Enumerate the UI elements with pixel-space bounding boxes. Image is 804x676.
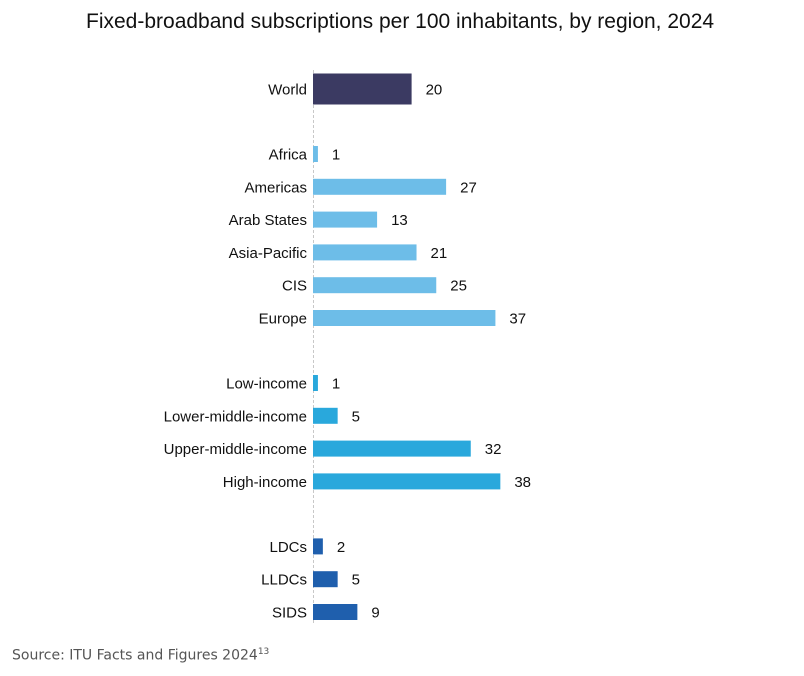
category-label: Low-income bbox=[226, 376, 307, 393]
category-label: Americas bbox=[244, 179, 307, 196]
source-text: Source: ITU Facts and Figures 2024 bbox=[12, 647, 258, 664]
bar-ldcs bbox=[313, 538, 323, 555]
bar-lldcs bbox=[313, 571, 338, 588]
bar-lower-middle-income bbox=[313, 407, 338, 424]
category-label: World bbox=[268, 82, 307, 99]
value-label: 9 bbox=[371, 605, 379, 622]
value-label: 32 bbox=[485, 441, 502, 458]
value-label: 1 bbox=[332, 376, 340, 393]
category-label: Europe bbox=[259, 311, 307, 328]
value-label: 5 bbox=[352, 572, 360, 589]
bar-africa bbox=[313, 146, 318, 162]
value-label: 5 bbox=[352, 408, 360, 425]
chart-title: Fixed-broadband subscriptions per 100 in… bbox=[86, 10, 715, 33]
bar-europe bbox=[313, 310, 496, 326]
value-label: 21 bbox=[431, 245, 448, 262]
value-label: 1 bbox=[332, 147, 340, 164]
value-label: 38 bbox=[514, 474, 531, 491]
category-label: Asia-Pacific bbox=[229, 245, 308, 262]
value-label: 13 bbox=[391, 212, 408, 229]
value-label: 2 bbox=[337, 539, 345, 556]
category-label: LDCs bbox=[269, 539, 307, 556]
value-label: 37 bbox=[509, 311, 526, 328]
category-label: Lower-middle-income bbox=[164, 408, 307, 425]
bar-americas bbox=[313, 178, 447, 195]
bar-arab-states bbox=[313, 211, 378, 228]
bar-upper-middle-income bbox=[313, 440, 471, 457]
bar-cis bbox=[313, 277, 437, 294]
value-label: 27 bbox=[460, 179, 477, 196]
category-label: SIDS bbox=[272, 605, 307, 622]
bar-asia-pacific bbox=[313, 244, 417, 261]
category-label: LLDCs bbox=[261, 572, 307, 589]
value-label: 20 bbox=[426, 82, 443, 99]
bar-sids bbox=[313, 604, 358, 620]
category-label: CIS bbox=[282, 278, 307, 295]
bar-world bbox=[313, 73, 412, 105]
source-footnote: 13 bbox=[257, 647, 270, 657]
category-label: Africa bbox=[269, 147, 308, 164]
bar-high-income bbox=[313, 473, 501, 490]
value-label: 25 bbox=[450, 278, 467, 295]
bar-low-income bbox=[313, 375, 318, 391]
category-label: Arab States bbox=[229, 212, 307, 229]
source-note: Source: ITU Facts and Figures 202413 bbox=[12, 647, 269, 664]
category-label: Upper-middle-income bbox=[164, 441, 307, 458]
category-label: High-income bbox=[223, 474, 307, 491]
